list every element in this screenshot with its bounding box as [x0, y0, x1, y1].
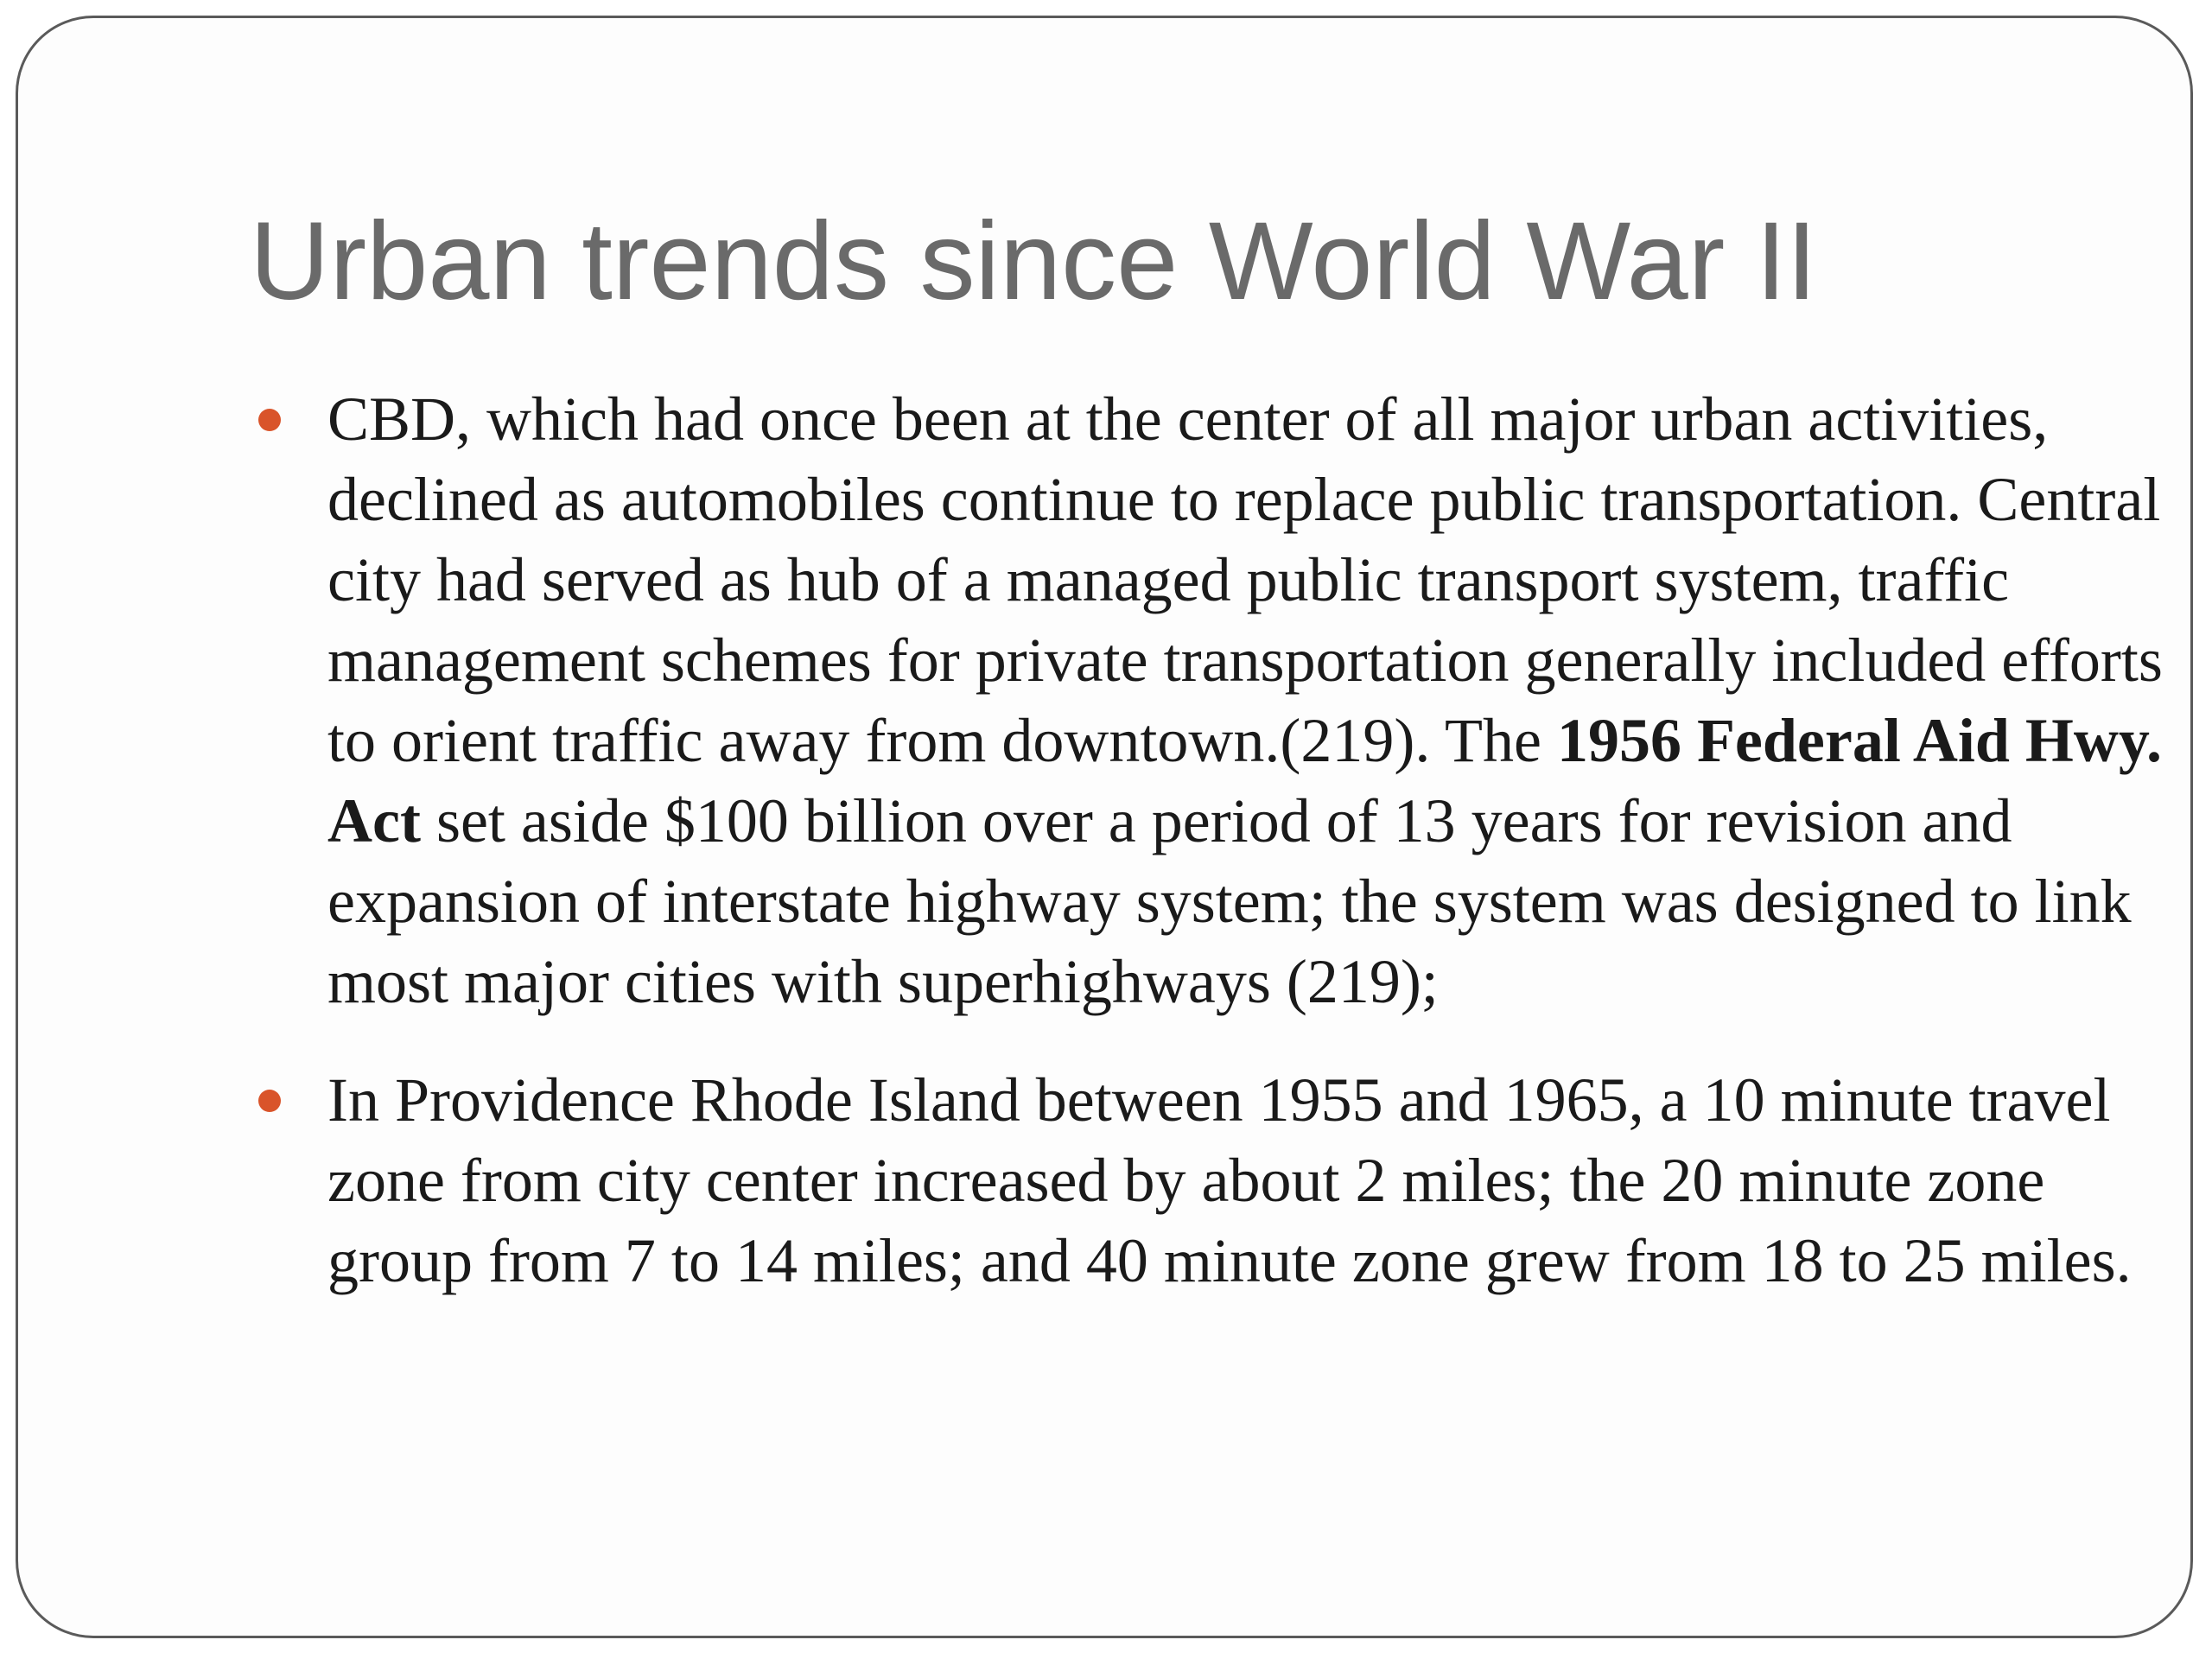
bullet-text-1-bold: 1956 Federal Aid Hwy. Act: [327, 706, 2162, 855]
bullet-dot-icon: [258, 1090, 281, 1112]
bullet-text-1: CBD, which had once been at the center o…: [327, 385, 2163, 1016]
slide-title: Urban trends since World War II: [250, 200, 1817, 323]
bullet-item-1: CBD, which had once been at the center o…: [250, 379, 2177, 1022]
bullet-text-2: In Providence Rhode Island between 1955 …: [327, 1065, 2132, 1295]
bullet-dot-icon: [258, 409, 281, 431]
bullet-item-2: In Providence Rhode Island between 1955 …: [250, 1060, 2177, 1301]
bullet-text-2-part-a: In Providence Rhode Island between 1955 …: [327, 1065, 2132, 1295]
slide-frame: Urban trends since World War II CBD, whi…: [16, 16, 2193, 1638]
bullet-text-1-part-b: set aside $100 billion over a period of …: [327, 786, 2132, 1016]
bullet-list: CBD, which had once been at the center o…: [250, 379, 2177, 1339]
bullet-text-1-part-a: CBD, which had once been at the center o…: [327, 385, 2163, 775]
